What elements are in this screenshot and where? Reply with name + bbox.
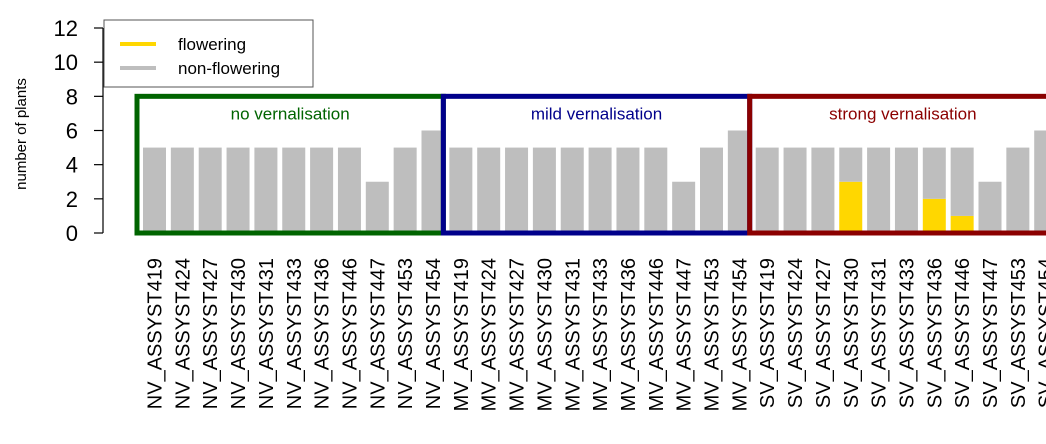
- group-label: strong vernalisation: [829, 104, 976, 123]
- bar-non-flowering: [950, 147, 974, 216]
- bar-non-flowering: [282, 147, 306, 233]
- bar-non-flowering: [922, 147, 946, 199]
- group-boxes: no vernalisation mild vernalisation strong…: [134, 93, 1046, 236]
- x-tick-label: NV_ASSYST431: [256, 258, 278, 409]
- bar-non-flowering: [811, 147, 835, 233]
- x-tick-label: SV_ASSYST436: [924, 258, 946, 408]
- x-tick-label: MV_ASSYST424: [479, 258, 501, 411]
- bar-non-flowering: [505, 147, 529, 233]
- bar-non-flowering: [198, 147, 222, 233]
- x-tick-label: NV_ASSYST427: [200, 258, 222, 409]
- bar-non-flowering: [727, 130, 751, 233]
- y-axis-label: number of plants: [13, 78, 30, 190]
- y-tick-label: 8: [66, 84, 78, 109]
- x-tick-label: SV_ASSYST424: [785, 258, 807, 408]
- bar-non-flowering: [365, 181, 389, 233]
- x-tick-label: MV_ASSYST446: [646, 258, 668, 411]
- bar-non-flowering: [337, 147, 361, 233]
- x-tick-label: MV_ASSYST454: [729, 258, 751, 411]
- bar-non-flowering: [867, 147, 891, 233]
- x-tick-label: NV_ASSYST433: [284, 258, 306, 409]
- bar-non-flowering: [226, 147, 250, 233]
- legend-label-flowering: flowering: [178, 35, 246, 54]
- bar-non-flowering: [170, 147, 194, 233]
- bar-non-flowering: [1034, 130, 1046, 233]
- y-tick-label: 0: [66, 221, 78, 246]
- y-axis: 0 2 4 6 8 10 12: [54, 16, 104, 246]
- x-tick-label: MV_ASSYST453: [702, 258, 724, 411]
- bar-non-flowering: [894, 147, 918, 233]
- x-tick-label: SV_ASSYST419: [757, 258, 779, 408]
- bar-non-flowering: [449, 147, 473, 233]
- bars-layer: [143, 130, 1046, 233]
- bar-flowering: [950, 215, 974, 233]
- x-tick-label: NV_ASSYST436: [312, 258, 334, 409]
- bar-non-flowering: [978, 181, 1002, 233]
- x-tick-label: NV_ASSYST454: [423, 258, 445, 409]
- legend: flowering non-flowering: [103, 19, 314, 88]
- bar-non-flowering: [616, 147, 640, 233]
- x-tick-label: MV_ASSYST419: [451, 258, 473, 411]
- x-tick-label: MV_ASSYST427: [507, 258, 529, 411]
- x-tick-label: MV_ASSYST431: [562, 258, 584, 411]
- bar-non-flowering: [783, 147, 807, 233]
- bar-non-flowering: [644, 147, 668, 233]
- bar-non-flowering: [477, 147, 501, 233]
- bar-non-flowering: [839, 147, 863, 182]
- bar-non-flowering: [588, 147, 612, 233]
- x-tick-label: SV_ASSYST454: [1036, 258, 1046, 408]
- x-tick-label: MV_ASSYST447: [674, 258, 696, 411]
- y-tick-label: 12: [54, 16, 78, 41]
- x-tick-label: MV_ASSYST433: [590, 258, 612, 411]
- x-tick-label: NV_ASSYST430: [228, 258, 250, 409]
- x-tick-label: SV_ASSYST427: [813, 258, 835, 408]
- x-tick-label: SV_ASSYST447: [980, 258, 1002, 408]
- bar-non-flowering: [560, 147, 584, 233]
- bar-non-flowering: [421, 130, 445, 233]
- group-box: [747, 93, 1046, 236]
- bar-non-flowering: [254, 147, 278, 233]
- x-tick-label: SV_ASSYST431: [869, 258, 891, 408]
- x-tick-label: NV_ASSYST453: [395, 258, 417, 409]
- group-label: no vernalisation: [231, 104, 350, 123]
- bar-non-flowering: [310, 147, 334, 233]
- x-tick-label: MV_ASSYST430: [534, 258, 556, 411]
- bar-non-flowering: [143, 147, 166, 233]
- x-tick-label: NV_ASSYST446: [339, 258, 361, 409]
- bar-non-flowering: [700, 147, 723, 233]
- bar-flowering: [922, 198, 946, 233]
- x-tick-labels: NV_ASSYST419 NV_ASSYST424 NV_ASSYST427 NV_A…: [145, 258, 1046, 411]
- group-label: mild vernalisation: [531, 104, 662, 123]
- y-tick-label: 6: [66, 119, 78, 144]
- bar-flowering: [839, 181, 863, 233]
- bar-non-flowering: [1006, 147, 1030, 233]
- legend-label-non-flowering: non-flowering: [178, 59, 280, 78]
- y-tick-label: 4: [66, 153, 78, 178]
- x-tick-label: SV_ASSYST453: [1008, 258, 1030, 408]
- bar-non-flowering: [672, 181, 696, 233]
- bar-non-flowering: [532, 147, 556, 233]
- x-tick-label: SV_ASSYST433: [896, 258, 918, 408]
- x-tick-label: MV_ASSYST436: [618, 258, 640, 411]
- y-tick-label: 10: [54, 50, 78, 75]
- legend-box: [103, 19, 314, 88]
- x-tick-label: NV_ASSYST447: [367, 258, 389, 409]
- bar-non-flowering: [393, 147, 417, 233]
- x-tick-label: SV_ASSYST446: [952, 258, 974, 408]
- y-tick-label: 2: [66, 187, 78, 212]
- x-tick-label: NV_ASSYST419: [145, 258, 167, 409]
- x-tick-label: SV_ASSYST430: [841, 258, 863, 408]
- x-tick-label: NV_ASSYST424: [172, 258, 194, 409]
- bar-non-flowering: [755, 147, 779, 233]
